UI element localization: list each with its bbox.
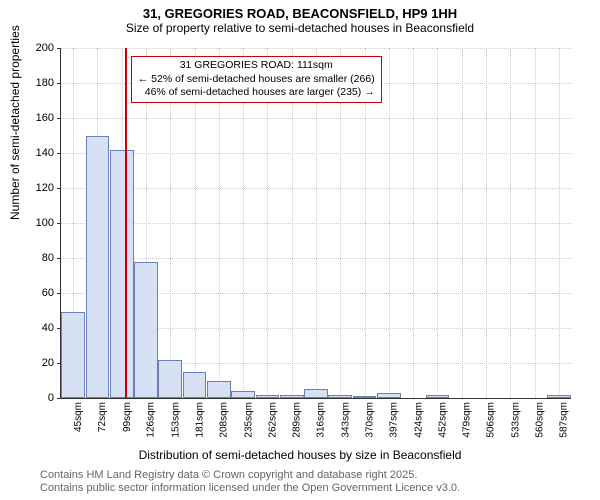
- gridline-v: [559, 48, 561, 398]
- xtick-label: 72sqm: [97, 402, 108, 432]
- ytick-mark: [57, 83, 61, 84]
- histogram-bar: [377, 393, 401, 398]
- xtick-label: 424sqm: [413, 402, 424, 438]
- xtick-label: 153sqm: [170, 402, 181, 438]
- histogram-bar: [304, 389, 328, 398]
- property-marker-line: [125, 48, 127, 398]
- histogram-bar: [547, 395, 571, 399]
- xtick-label: 208sqm: [219, 402, 230, 438]
- xtick-label: 533sqm: [510, 402, 521, 438]
- footer-attribution: Contains HM Land Registry data © Crown c…: [40, 469, 460, 497]
- ytick-mark: [57, 118, 61, 119]
- ytick-label: 100: [24, 217, 54, 229]
- xtick-label: 479sqm: [462, 402, 473, 438]
- histogram-bar: [280, 395, 304, 399]
- ytick-label: 160: [24, 112, 54, 124]
- histogram-bar: [353, 396, 377, 398]
- ytick-label: 120: [24, 182, 54, 194]
- histogram-bar: [110, 150, 134, 399]
- ytick-label: 60: [24, 287, 54, 299]
- xtick-label: 506sqm: [486, 402, 497, 438]
- histogram-bar: [183, 372, 207, 398]
- gridline-v: [437, 48, 439, 398]
- histogram-bar: [61, 312, 85, 398]
- chart-title: 31, GREGORIES ROAD, BEACONSFIELD, HP9 1H…: [0, 0, 600, 21]
- chart-container: 31, GREGORIES ROAD, BEACONSFIELD, HP9 1H…: [0, 0, 600, 500]
- footer-line-2: Contains public sector information licen…: [40, 482, 460, 496]
- xtick-label: 316sqm: [316, 402, 327, 438]
- xtick-label: 587sqm: [559, 402, 570, 438]
- histogram-bar: [86, 136, 110, 399]
- annotation-line: 46% of semi-detached houses are larger (…: [138, 86, 375, 100]
- xtick-label: 235sqm: [243, 402, 254, 438]
- histogram-bar: [207, 381, 231, 399]
- gridline-v: [462, 48, 464, 398]
- histogram-bar: [134, 262, 158, 399]
- x-axis-label: Distribution of semi-detached houses by …: [0, 448, 600, 462]
- xtick-label: 45sqm: [73, 402, 84, 432]
- xtick-label: 560sqm: [535, 402, 546, 438]
- histogram-bar: [231, 391, 255, 398]
- xtick-label: 397sqm: [389, 402, 400, 438]
- ytick-label: 0: [24, 392, 54, 404]
- gridline-v: [510, 48, 512, 398]
- ytick-mark: [57, 398, 61, 399]
- gridline-v: [413, 48, 415, 398]
- xtick-label: 452sqm: [437, 402, 448, 438]
- ytick-label: 140: [24, 147, 54, 159]
- histogram-bar: [158, 360, 182, 399]
- footer-line-1: Contains HM Land Registry data © Crown c…: [40, 469, 460, 483]
- y-axis-label: Number of semi-detached properties: [8, 25, 22, 220]
- ytick-mark: [57, 223, 61, 224]
- xtick-label: 370sqm: [365, 402, 376, 438]
- plot-area: 45sqm72sqm99sqm126sqm153sqm181sqm208sqm2…: [60, 48, 571, 399]
- histogram-bar: [426, 395, 450, 399]
- annotation-line: 31 GREGORIES ROAD: 111sqm: [138, 59, 375, 73]
- ytick-label: 20: [24, 357, 54, 369]
- annotation-box: 31 GREGORIES ROAD: 111sqm← 52% of semi-d…: [131, 56, 382, 103]
- xtick-label: 343sqm: [340, 402, 351, 438]
- chart-subtitle: Size of property relative to semi-detach…: [0, 21, 600, 39]
- gridline-v: [535, 48, 537, 398]
- xtick-label: 289sqm: [292, 402, 303, 438]
- ytick-label: 180: [24, 77, 54, 89]
- ytick-mark: [57, 188, 61, 189]
- histogram-bar: [256, 395, 280, 399]
- xtick-label: 181sqm: [195, 402, 206, 438]
- ytick-mark: [57, 153, 61, 154]
- ytick-label: 40: [24, 322, 54, 334]
- gridline-v: [486, 48, 488, 398]
- ytick-mark: [57, 48, 61, 49]
- annotation-line: ← 52% of semi-detached houses are smalle…: [138, 73, 375, 87]
- gridline-v: [389, 48, 391, 398]
- ytick-mark: [57, 293, 61, 294]
- ytick-mark: [57, 258, 61, 259]
- histogram-bar: [328, 395, 352, 399]
- ytick-label: 200: [24, 42, 54, 54]
- ytick-label: 80: [24, 252, 54, 264]
- xtick-label: 262sqm: [267, 402, 278, 438]
- xtick-label: 99sqm: [122, 402, 133, 432]
- xtick-label: 126sqm: [146, 402, 157, 438]
